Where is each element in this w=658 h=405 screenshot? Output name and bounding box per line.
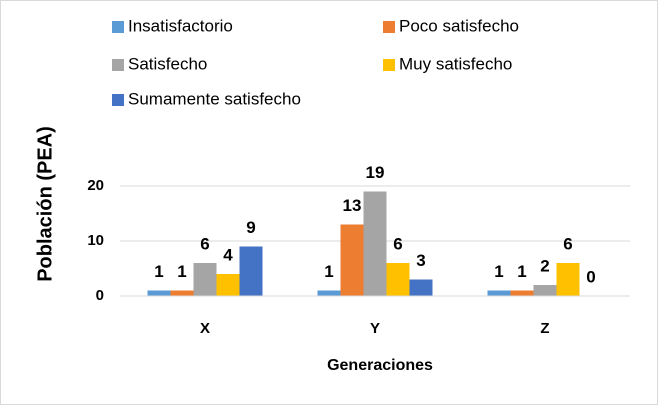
legend-label: Insatisfactorio: [128, 16, 233, 35]
legend-swatch: [112, 59, 124, 71]
bar: [170, 290, 194, 296]
bar: [386, 263, 410, 296]
bar: [487, 290, 511, 296]
data-label: 3: [416, 251, 425, 270]
y-tick-label: 10: [87, 232, 104, 249]
x-tick-label: Z: [540, 320, 549, 337]
legend-swatch: [383, 21, 395, 33]
data-label: 19: [366, 163, 385, 182]
bar: [556, 263, 580, 296]
bar: [147, 290, 171, 296]
data-label: 2: [540, 256, 549, 275]
data-label: 1: [494, 262, 503, 281]
bar: [216, 274, 240, 296]
bar: [409, 279, 433, 296]
data-label: 1: [517, 262, 526, 281]
data-label: 6: [393, 234, 402, 253]
data-label: 9: [246, 218, 255, 237]
legend-swatch: [112, 94, 124, 106]
data-label: 1: [154, 262, 163, 281]
bar: [363, 191, 387, 296]
data-label: 6: [200, 234, 209, 253]
legend-swatch: [112, 21, 124, 33]
legend-label: Satisfecho: [128, 54, 207, 73]
data-label: 4: [223, 245, 233, 264]
legend-label: Poco satisfecho: [399, 16, 519, 35]
bar: [510, 290, 534, 296]
x-axis-label: Generaciones: [327, 357, 433, 374]
data-label: 1: [177, 262, 186, 281]
data-label: 0: [586, 267, 595, 286]
legend-label: Muy satisfecho: [399, 54, 512, 73]
bar: [317, 290, 341, 296]
data-label: 1: [324, 262, 333, 281]
y-tick-label: 20: [87, 177, 104, 194]
bar: [193, 263, 217, 296]
bar: [340, 224, 364, 296]
legend-label: Sumamente satisfecho: [128, 89, 301, 108]
data-label: 6: [563, 234, 572, 253]
y-axis-label: Población (PEA): [34, 126, 56, 282]
y-tick-label: 0: [96, 287, 104, 304]
x-tick-label: X: [200, 320, 210, 337]
x-tick-label: Y: [370, 320, 380, 337]
bar: [239, 246, 263, 296]
legend-swatch: [383, 59, 395, 71]
bar: [533, 285, 557, 296]
data-label: 13: [343, 196, 362, 215]
